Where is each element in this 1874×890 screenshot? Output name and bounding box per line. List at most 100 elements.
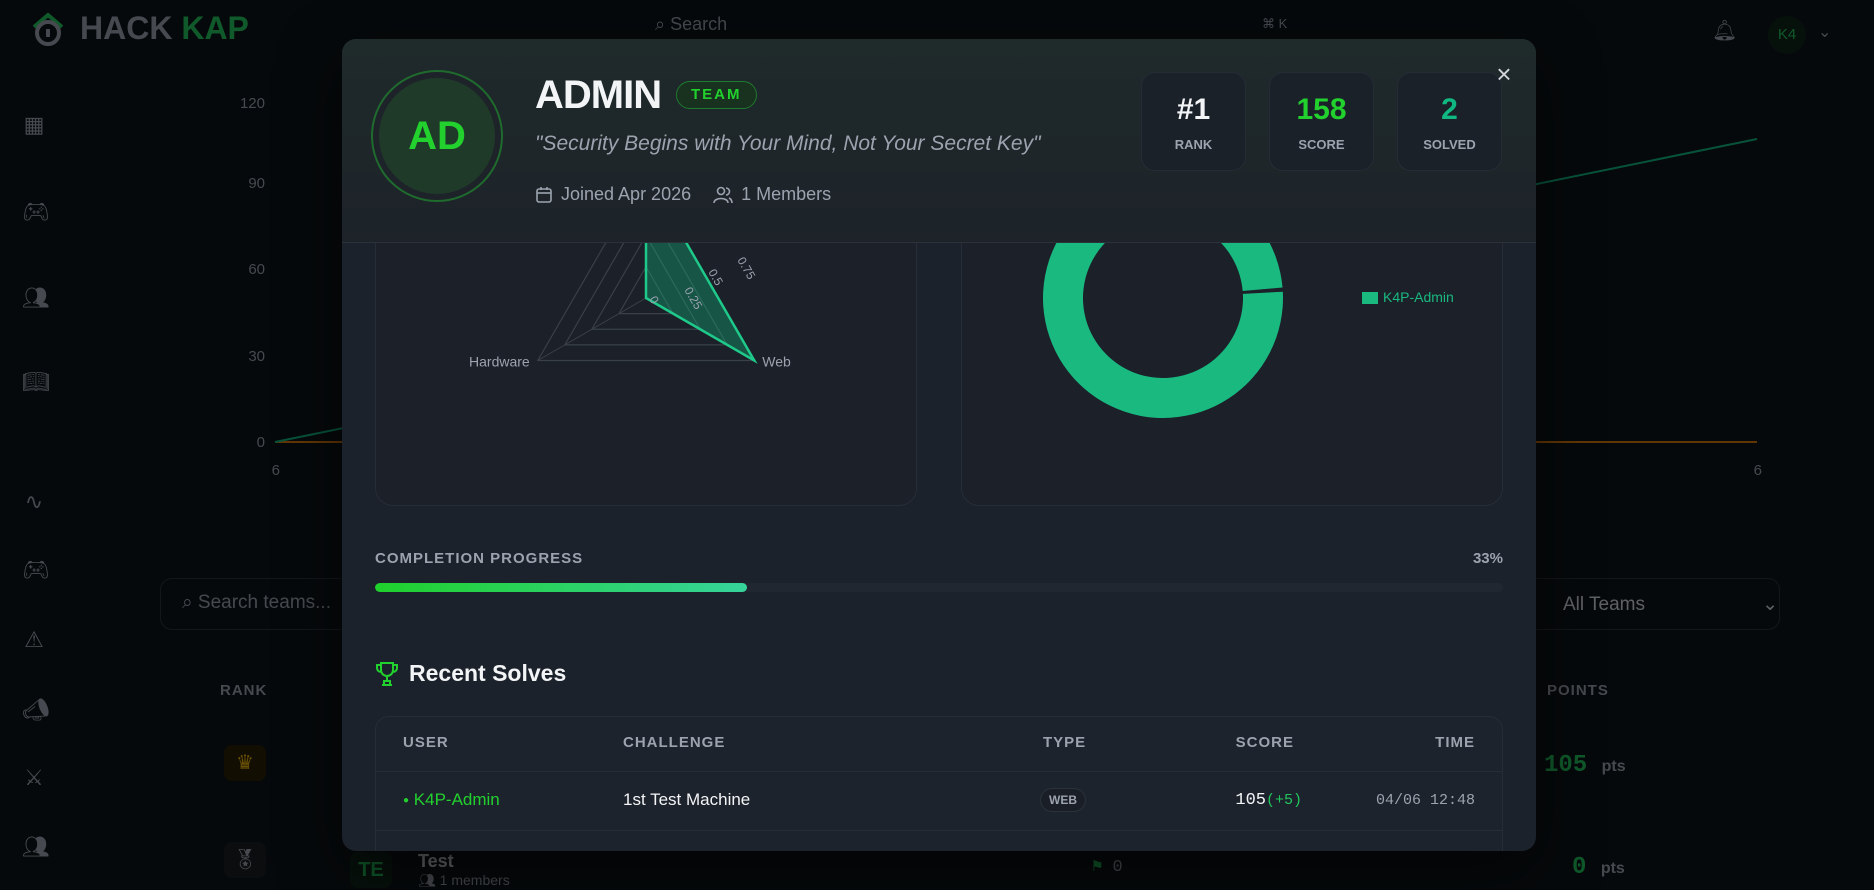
recent-solves-heading: Recent Solves [375,660,566,687]
activity-icon[interactable]: ∿ [24,489,44,514]
chevron-down-icon[interactable]: ⌄ [1818,24,1832,41]
users-icon[interactable]: 👥︎ [22,834,50,859]
flag-icon: ⚑ [1092,858,1103,877]
stat-rank: #1 RANK [1141,72,1246,171]
y-tick: 30 [248,348,265,365]
team-members: 👥︎ 1 members [418,872,510,888]
divider [376,771,1502,772]
radar-axis [537,297,647,361]
alert-icon[interactable]: ⚠︎ [24,627,44,652]
team-search-placeholder: Search teams... [197,592,331,613]
gamepad-icon[interactable]: 🎮︎ [22,557,50,582]
chevron-down-icon: ⌄ [1762,594,1778,615]
radar-data-area [644,243,758,364]
gamepad-icon[interactable]: 🎮︎ [22,199,50,224]
divider [376,830,1502,831]
y-tick: 120 [240,95,265,112]
bell-icon[interactable]: 🔔︎ [1712,20,1738,42]
progress-bar [375,583,1503,592]
team-meta: Joined Apr 2026 1 Members [535,184,831,205]
app-logo[interactable]: HACK KAP [30,10,249,47]
stat-solved: 2 SOLVED [1397,72,1502,171]
global-search[interactable]: ⌕ Search [655,14,728,34]
col-type: TYPE [1043,734,1087,751]
stat-value: 2 [1441,93,1458,126]
rank-header: RANK [220,682,268,699]
global-search-placeholder: Search [670,14,728,34]
doughnut-chart: K4P-Admin [1043,243,1454,418]
radar-grid-ring [617,265,675,315]
legend-label: K4P-Admin [1383,289,1454,305]
swords-icon[interactable]: ⚔︎ [24,765,44,790]
solve-challenge: 1st Test Machine [623,790,751,809]
y-tick: 60 [248,261,265,278]
users-icon [713,186,733,203]
recent-solves-table: USER CHALLENGE TYPE SCORE TIME ● K4P-Adm… [375,716,1503,851]
stat-score: 158 SCORE [1269,72,1374,171]
progress-percent: 33% [1472,550,1503,567]
solve-type-badge: WEB [1040,788,1086,812]
status-dot-icon: ● [403,795,410,807]
solve-time: 04/06 12:48 [1375,792,1475,809]
x-tick: 6 [1754,462,1762,479]
modal-header: AD ADMIN TEAM "Security Begins with Your… [342,39,1536,243]
points-header: POINTS [1547,682,1609,699]
team-filter-select[interactable]: All Teams ⌄ [1548,588,1788,622]
logo-icon [32,11,64,46]
team-profile-modal: AD ADMIN TEAM "Security Begins with Your… [342,39,1536,851]
progress-fill [375,583,748,592]
search-shortcut: ⌘ K [1262,16,1288,31]
team-motto: "Security Begins with Your Mind, Not You… [535,132,1041,155]
stat-label: RANK [1174,137,1213,152]
radar-axis-label: Web [762,354,791,370]
user-avatar[interactable]: K4 [1768,16,1806,54]
radar-grid-ring [563,243,729,346]
col-score: SCORE [1235,734,1294,751]
x-tick: 6 [272,462,280,479]
progress-label: COMPLETION PROGRESS [375,550,584,567]
team-search-input[interactable]: ⌕ Search teams... [182,592,331,613]
team-flags: ⚑ 0 [1092,858,1123,877]
logo-text-hack: HACK [80,10,173,46]
users-icon[interactable]: 👥︎ [22,285,50,310]
crown-icon: ♛ [224,745,266,781]
joined-date: Joined Apr 2026 [561,184,692,204]
col-user: USER [403,734,449,751]
radar-chart-panel: Web Hardware 0 0.25 0.5 0.75 [375,243,917,506]
col-time: TIME [1435,734,1475,751]
team-name: ADMIN [535,73,662,117]
solve-score: 105(+5) [1235,791,1302,810]
modal-body[interactable]: Web Hardware 0 0.25 0.5 0.75 K4P-Admin COMPLE… [342,243,1536,851]
team-name[interactable]: Test [418,851,454,871]
book-icon[interactable]: 📖︎ [22,369,50,394]
stat-value: 158 [1296,93,1347,126]
team-filter-value: All Teams [1563,594,1646,615]
radar-axis-label: Hardware [469,354,530,370]
y-tick: 90 [248,175,265,192]
team-points: 105 pts [1544,752,1626,779]
stat-label: SOLVED [1423,137,1476,152]
trophy-icon [376,661,398,686]
team-avatar: AD [371,70,503,202]
doughnut-chart-panel: K4P-Admin [961,243,1503,506]
y-tick: 0 [257,434,265,451]
logo-text-kap: KAP [181,10,249,46]
doughnut-slice [1043,243,1283,418]
calendar-icon [536,186,552,203]
avatar-initials: AD [379,78,495,194]
member-count: 1 Members [741,184,832,204]
close-icon[interactable]: × [1496,59,1512,89]
medal-icon: 🏅︎ [224,842,266,878]
megaphone-icon[interactable]: 📣︎ [22,697,50,722]
radar-grid-ring [590,243,702,330]
stat-label: SCORE [1298,137,1345,152]
solve-user: ● K4P-Admin [403,790,500,809]
team-badge: TEAM [676,81,757,109]
recent-solves-title: Recent Solves [409,660,567,686]
team-avatar: TE [350,852,392,888]
dashboard-icon[interactable]: ▦ [23,112,45,137]
stat-value: #1 [1176,93,1211,126]
col-challenge: CHALLENGE [623,734,726,751]
team-points: 0 pts [1572,854,1625,881]
